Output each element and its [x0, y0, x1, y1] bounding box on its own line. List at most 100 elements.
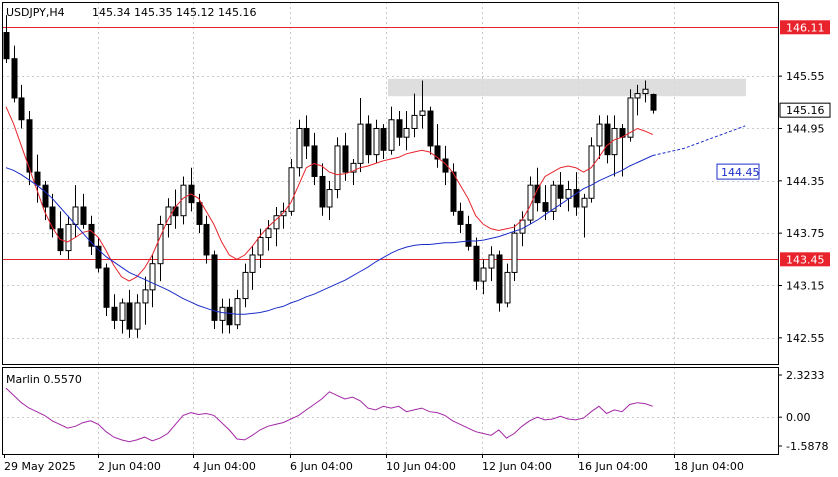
candle-body — [542, 202, 549, 212]
level-price-tag — [780, 252, 830, 267]
candle-body — [95, 245, 102, 269]
candle-body — [234, 298, 241, 326]
candle-body — [49, 206, 56, 230]
candle-body — [411, 114, 418, 129]
price-axis-label: 143.15 — [786, 279, 825, 292]
candle-body — [650, 93, 657, 111]
time-axis-label: 6 Jun 04:00 — [290, 460, 353, 473]
candle-body — [172, 206, 179, 217]
price-axis-label: 145.55 — [786, 70, 825, 83]
price-axis-label: 143.45 — [786, 253, 825, 266]
candle-body — [480, 267, 487, 282]
candle-body — [473, 245, 480, 282]
forecast-label: 144.45 — [721, 166, 760, 179]
candle-body — [450, 171, 457, 212]
price-axis-label: 144.95 — [786, 122, 825, 135]
candle-body — [273, 215, 280, 230]
candle-body — [88, 223, 95, 247]
price-axis-label: 145.16 — [786, 104, 825, 117]
candle-body — [511, 232, 518, 273]
time-axis-label: 16 Jun 04:00 — [578, 460, 648, 473]
candle-body — [573, 189, 580, 208]
candle-body — [296, 127, 303, 169]
candle-body — [311, 145, 318, 177]
candle-body — [557, 184, 564, 199]
price-axis-label: 142.55 — [786, 332, 825, 345]
candle-body — [211, 254, 218, 321]
indicator-axis-label: 2.3233 — [786, 369, 825, 382]
current-price-tag — [779, 102, 831, 118]
candle-body — [103, 267, 110, 308]
candle-body — [11, 58, 18, 99]
candle-body — [388, 119, 395, 151]
candle-body — [380, 127, 387, 151]
candle-body — [565, 189, 572, 199]
candle-body — [604, 123, 611, 156]
price-axis-label: 143.75 — [786, 227, 825, 240]
candle-body — [527, 184, 534, 221]
grid — [2, 2, 778, 454]
candle-body — [288, 167, 295, 212]
time-axis-label: 18 Jun 04:00 — [674, 460, 744, 473]
indicator-label: Marlin 0.5570 — [6, 373, 82, 386]
candle-body — [242, 271, 249, 300]
candle-body — [596, 123, 603, 147]
candle-body — [465, 223, 472, 247]
price-axis-label: 146.11 — [786, 21, 825, 34]
candle-body — [434, 145, 441, 160]
forecast-label-box — [716, 163, 760, 180]
candle-body — [442, 158, 449, 173]
candle-body — [80, 206, 87, 225]
candle-body — [111, 306, 118, 321]
axis-labels: 146.11 145.55 145.16 144.95 144.35 143.75 143.… — [4, 20, 831, 473]
candle-body — [634, 93, 641, 99]
candle-body — [134, 302, 141, 330]
candle-body — [157, 223, 164, 265]
price-panel-frame — [2, 2, 779, 365]
candle-body — [519, 219, 526, 234]
panel-frames — [2, 2, 779, 455]
candle-body — [642, 88, 649, 95]
indicator-axis-label: 0.00 — [786, 411, 811, 424]
resistance-zone — [388, 78, 746, 97]
candle-body — [18, 97, 25, 121]
candle-body — [504, 271, 511, 304]
chart-header-ohlc: 145.34 145.35 145.12 145.16 — [92, 6, 256, 19]
candle-body — [403, 127, 410, 138]
oscillator-line — [5, 387, 653, 443]
candle-body — [396, 119, 403, 138]
horizontal-levels — [2, 27, 778, 260]
candle-body — [142, 289, 149, 304]
chart-header-symbol: USDJPY,H4 — [6, 6, 65, 19]
candle-body — [119, 302, 126, 321]
candle-body — [326, 189, 333, 208]
candle-body — [34, 171, 41, 186]
candle-body — [457, 210, 464, 225]
candle-body — [488, 254, 495, 269]
price-axis-label: 144.35 — [786, 175, 825, 188]
time-axis-label: 10 Jun 04:00 — [386, 460, 456, 473]
candle-body — [342, 145, 349, 173]
candle-body — [319, 175, 326, 208]
candle-body — [226, 306, 233, 326]
ma-fast-line — [5, 106, 654, 282]
level-price-tag — [780, 20, 830, 35]
candle-body — [42, 184, 49, 208]
candle-body — [357, 123, 364, 164]
candle-body — [65, 223, 72, 252]
time-axis-label: 4 Jun 04:00 — [193, 460, 256, 473]
time-axis-label: 12 Jun 04:00 — [482, 460, 552, 473]
candle-body — [373, 127, 380, 156]
candle-body — [203, 223, 210, 256]
time-axis-label: 2 Jun 04:00 — [98, 460, 161, 473]
candle-body — [72, 206, 79, 225]
candle-body — [334, 145, 341, 191]
candle-body — [303, 127, 310, 147]
candle-body — [249, 254, 256, 273]
candle-body — [257, 237, 264, 256]
candle-body — [126, 302, 133, 330]
candle-body — [588, 145, 595, 199]
forecast-line — [652, 125, 746, 156]
candle-body — [581, 197, 588, 208]
